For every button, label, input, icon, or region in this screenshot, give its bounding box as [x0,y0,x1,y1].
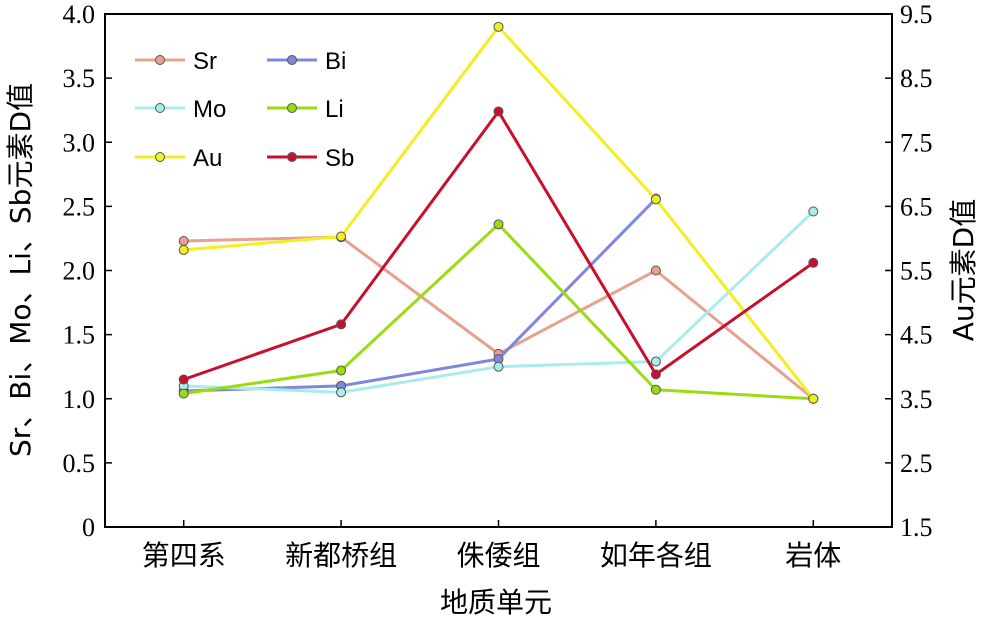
left-y-tick-label: 2.5 [63,192,96,221]
data-point-au [336,231,347,242]
data-point-li [178,388,189,399]
series-line-li [183,222,814,401]
data-point-mo [808,206,819,217]
legend-swatch-marker [155,152,165,162]
series-layer [178,21,819,404]
legend-entry-bi: Bi [267,48,346,75]
legend-entry-au: Au [135,145,222,172]
data-point-au [808,393,819,404]
x-tick-label: 新都桥组 [285,539,397,572]
plot-frame [104,13,893,528]
data-point-sb [178,374,189,385]
left-y-tick-label: 1.0 [63,385,96,414]
data-point-au [650,194,661,205]
right-y-axis: 1.5 2.5 3.5 4.5 5.5 6.5 7.5 8.5 9.5 [885,0,933,542]
plot-border [104,13,893,528]
data-point-sb [650,369,661,380]
legend-entry-mo: Mo [135,96,226,123]
right-y-tick-label: 5.5 [900,257,933,286]
data-point-sb [336,319,347,330]
legend-swatch-marker [287,103,297,113]
right-y-tick-label: 4.5 [900,321,933,350]
data-point-sr [650,265,661,276]
right-y-tick-label: 8.5 [900,64,933,93]
left-y-tick-label: 0.5 [63,449,96,478]
right-y-tick-label: 1.5 [900,513,933,542]
left-y-tick-label: 3.5 [63,64,96,93]
x-tick-label: 岩体 [785,539,841,572]
series-line-sb [183,109,815,381]
series-li [178,219,819,404]
series-line-sr [183,235,815,400]
data-point-sb [493,106,504,117]
legend-swatch-marker [287,55,297,65]
legend-entry-sb: Sb [267,145,354,172]
left-y-tick-label: 4.0 [63,0,96,29]
data-point-mo [493,361,504,372]
series-sr [178,232,819,404]
legend-swatch-marker [155,103,165,113]
legend-swatch-marker [287,152,297,162]
series-au [178,21,819,404]
data-point-sb [808,257,819,268]
legend-entry-sr: Sr [135,48,217,75]
right-y-tick-label: 9.5 [900,0,933,29]
legend-swatch-marker [155,55,165,65]
right-y-tick-label: 2.5 [900,449,933,478]
x-tick-label: 侏倭组 [456,539,540,572]
series-line-au [183,25,815,400]
left-y-tick-label: 0 [82,513,95,542]
left-y-tick-label: 2.0 [63,257,96,286]
series-mo [178,206,819,398]
left-y-tick-label: 1.5 [63,321,96,350]
data-point-mo [336,387,347,398]
legend-label: Li [325,96,344,123]
data-point-mo [650,356,661,367]
left-y-tick-label: 3.0 [63,128,96,157]
x-tick-label: 如年各组 [600,539,712,572]
right-y-axis-title: Au元素D值 [947,199,980,341]
data-point-li [336,365,347,376]
legend-entry-li: Li [267,96,344,123]
legend-label: Bi [325,48,346,75]
data-point-sr [178,236,189,247]
legend-label: Mo [193,96,226,123]
data-point-li [650,384,661,395]
right-y-tick-label: 7.5 [900,128,933,157]
legend: Sr Bi Mo Li Au Sb [135,48,354,172]
series-sb [178,106,819,385]
data-point-au [178,244,189,255]
data-point-au [493,21,504,32]
x-axis: 第四系 新都桥组 侏倭组 如年各组 岩体 [142,520,841,572]
left-y-axis: 0 0.5 1.0 1.5 2.0 2.5 3.0 3.5 4.0 [63,0,112,542]
legend-label: Sr [193,48,217,75]
x-tick-label: 第四系 [142,539,226,572]
right-y-tick-label: 6.5 [900,192,933,221]
x-axis-title: 地质单元 [440,586,552,619]
left-y-axis-title: Sr、Bi、Mo、Li、Sb元素D值 [4,83,37,457]
data-point-li [493,219,504,230]
right-y-tick-label: 3.5 [900,385,933,414]
legend-label: Sb [325,145,354,172]
legend-label: Au [193,145,222,172]
